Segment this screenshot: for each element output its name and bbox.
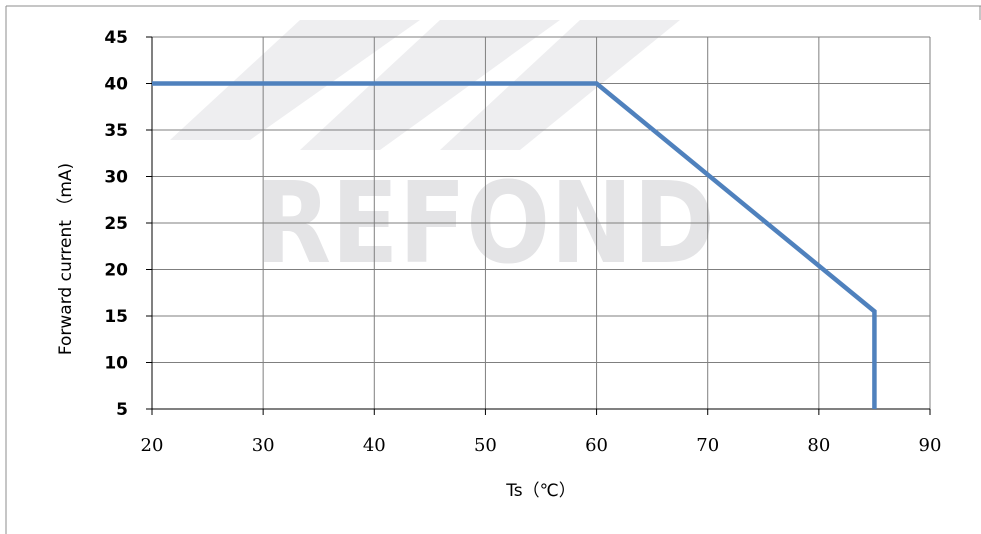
y-tick-label: 10 <box>104 354 128 374</box>
y-tick-label: 45 <box>104 28 128 48</box>
axes <box>146 36 931 415</box>
tick-labels: 20 30 40 50 60 70 80 90 45 40 35 30 25 20 15 10 5 <box>104 28 941 456</box>
x-tick-label: 90 <box>919 435 942 456</box>
x-axis-title: Ts（℃） <box>505 481 576 501</box>
y-tick-label: 35 <box>104 121 128 141</box>
x-tick-label: 30 <box>252 435 275 456</box>
watermark: REFOND <box>170 20 715 289</box>
y-axis-title: Forward current （mA) <box>56 163 76 355</box>
x-tick-label: 50 <box>474 435 497 456</box>
y-tick-label: 25 <box>104 214 128 234</box>
y-tick-label: 5 <box>116 400 128 420</box>
x-tick-label: 70 <box>696 435 719 456</box>
x-tick-label: 80 <box>807 435 830 456</box>
x-tick-label: 20 <box>141 435 164 456</box>
y-tick-label: 30 <box>104 168 128 188</box>
series-line <box>152 81 877 409</box>
x-tick-label: 40 <box>363 435 386 456</box>
x-tick-label: 60 <box>585 435 608 456</box>
y-tick-label: 20 <box>104 261 128 281</box>
watermark-stripe <box>170 20 420 140</box>
y-tick-label: 40 <box>104 75 128 95</box>
y-tick-label: 15 <box>104 307 128 327</box>
series <box>152 81 877 409</box>
